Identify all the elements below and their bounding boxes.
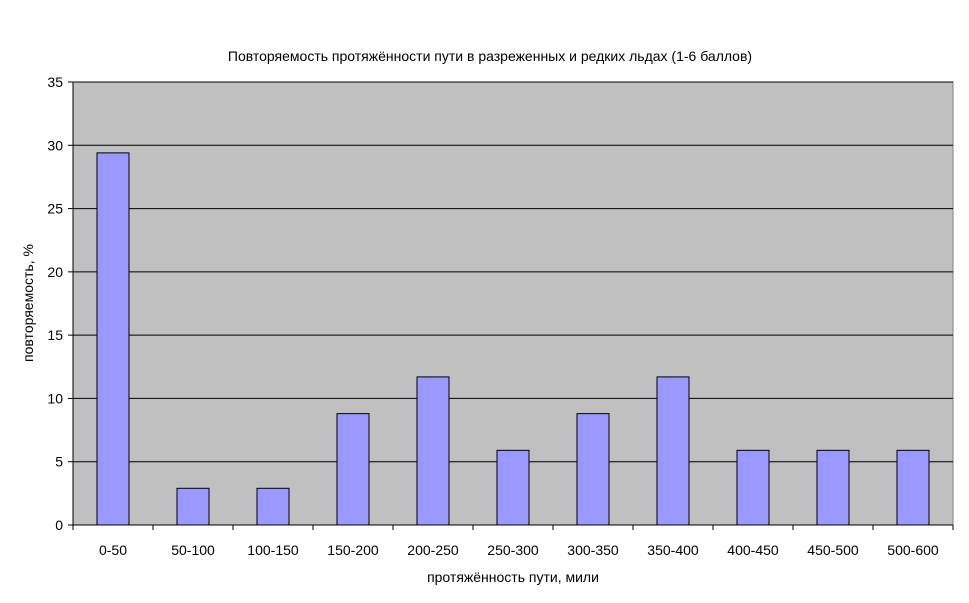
gridlines <box>73 81 953 463</box>
x-tick-label: 400-450 <box>727 542 779 558</box>
bar-50-100 <box>176 487 210 526</box>
x-tick-label: 100-150 <box>247 542 299 558</box>
bar-200-250 <box>416 376 450 526</box>
bar-300-350 <box>576 413 610 526</box>
y-tick-label: 5 <box>55 454 63 470</box>
y-tick-label: 25 <box>47 201 63 217</box>
bar-500-600 <box>896 449 930 526</box>
y-axis-label: повторяемость, % <box>20 244 36 362</box>
y-tick-label: 35 <box>47 74 63 90</box>
x-tick-label: 350-400 <box>647 542 699 558</box>
bar-350-400 <box>656 376 690 526</box>
x-tick-label: 450-500 <box>807 542 859 558</box>
x-tick-label: 300-350 <box>567 542 619 558</box>
x-tick-label: 500-600 <box>887 542 939 558</box>
bar-150-200 <box>336 413 370 526</box>
x-tick-label: 150-200 <box>327 542 379 558</box>
bar-100-150 <box>256 487 290 526</box>
y-tick-label: 15 <box>47 327 63 343</box>
x-axis-label: протяжённость пути, мили <box>427 569 599 585</box>
bar-0-50 <box>96 152 130 526</box>
x-tick-label: 0-50 <box>99 542 127 558</box>
chart-title: Повторяемость протяжённости пути в разре… <box>228 48 752 64</box>
bar-250-300 <box>496 449 530 526</box>
y-tick-label: 10 <box>47 390 63 406</box>
bar-400-450 <box>736 449 770 526</box>
x-tick-labels: 0-50 50-100 100-150 150-200 200-250 250-300 30… <box>99 542 939 558</box>
y-tick-label: 30 <box>47 137 63 153</box>
x-tick-label: 200-250 <box>407 542 459 558</box>
y-tick-label: 20 <box>47 264 63 280</box>
bar-450-500 <box>816 449 850 526</box>
axes <box>68 81 954 530</box>
y-tick-labels: 0 5 10 15 20 25 30 35 <box>47 74 63 533</box>
x-tick-label: 250-300 <box>487 542 539 558</box>
x-tick-label: 50-100 <box>171 542 215 558</box>
y-tick-label: 0 <box>55 517 63 533</box>
